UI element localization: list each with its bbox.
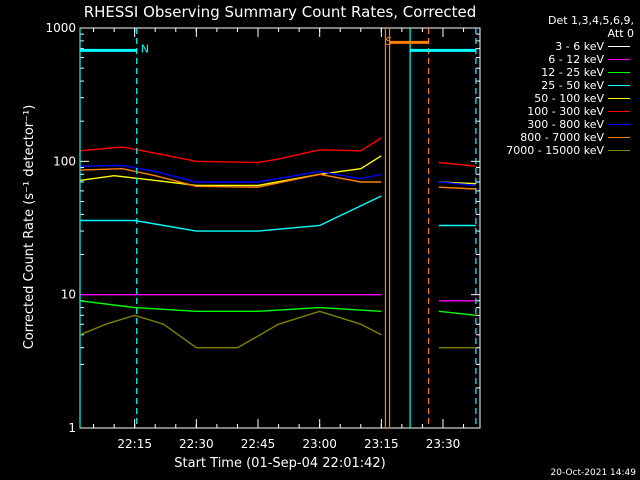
x-axis-label: Start Time (01-Sep-04 22:01:42) bbox=[174, 456, 385, 471]
legend-entry: 12 - 25 keV bbox=[484, 66, 634, 79]
legend-swatch bbox=[608, 111, 630, 112]
x-tick-label: 22:30 bbox=[179, 437, 214, 451]
legend-entry: 100 - 300 keV bbox=[484, 105, 634, 118]
chart-title: RHESSI Observing Summary Count Rates, Co… bbox=[84, 3, 477, 21]
series-line-7 bbox=[438, 186, 476, 190]
legend-entry: 800 - 7000 keV bbox=[484, 131, 634, 144]
y-axis-label: Corrected Count Rate (s⁻¹ detector⁻¹) bbox=[22, 105, 37, 350]
legend-header-line-2: Att 0 bbox=[607, 27, 634, 40]
generation-timestamp: 20-Oct-2021 14:49 bbox=[550, 468, 636, 478]
legend-entries: 3 - 6 keV 6 - 12 keV 12 - 25 keV 25 - 50 ke… bbox=[484, 40, 634, 157]
x-tick-label: 23:30 bbox=[426, 437, 461, 451]
plot-area: 1 10 100 1000 22:15 22:30 22:45 23:00 23:15 23:30… bbox=[45, 21, 481, 451]
series-line-3 bbox=[80, 195, 382, 232]
legend-label: 6 - 12 keV bbox=[548, 53, 604, 66]
legend-swatch bbox=[608, 137, 630, 138]
legend-swatch bbox=[608, 59, 630, 60]
annotation-label: N bbox=[141, 43, 149, 56]
legend-label: 800 - 7000 keV bbox=[520, 131, 604, 144]
legend-entry: 300 - 800 keV bbox=[484, 118, 634, 131]
legend-entry: 50 - 100 keV bbox=[484, 92, 634, 105]
legend-label: 100 - 300 keV bbox=[527, 105, 604, 118]
legend-swatch bbox=[608, 150, 630, 151]
annotation-label: S bbox=[385, 35, 392, 48]
series-line-2 bbox=[79, 300, 382, 312]
series-line-5 bbox=[79, 137, 382, 164]
legend-swatch bbox=[608, 124, 630, 125]
legend: Det 1,3,4,5,6,9, Att 0 3 - 6 keV 6 - 12 k… bbox=[484, 14, 634, 157]
x-tick-label: 23:15 bbox=[364, 437, 399, 451]
legend-label: 12 - 25 keV bbox=[541, 66, 604, 79]
plot-frame bbox=[79, 27, 481, 429]
legend-label: 3 - 6 keV bbox=[555, 40, 604, 53]
legend-swatch bbox=[608, 72, 630, 73]
legend-label: 300 - 800 keV bbox=[527, 118, 604, 131]
series-line-6 bbox=[79, 164, 382, 183]
legend-header-line-1: Det 1,3,4,5,6,9, bbox=[547, 14, 634, 27]
series-line-8 bbox=[79, 310, 382, 349]
legend-swatch bbox=[608, 98, 630, 99]
y-tick-label: 100 bbox=[53, 154, 76, 168]
series-line-4 bbox=[79, 155, 382, 187]
legend-entry: 3 - 6 keV bbox=[484, 40, 634, 53]
legend-swatch bbox=[608, 46, 630, 47]
series-line-2 bbox=[438, 310, 476, 316]
x-tick-label: 22:15 bbox=[117, 437, 152, 451]
series-line-5 bbox=[438, 161, 476, 167]
series-line-7 bbox=[79, 167, 382, 188]
x-tick-label: 22:45 bbox=[241, 437, 276, 451]
series-line-6 bbox=[438, 181, 476, 187]
legend-label: 50 - 100 keV bbox=[534, 92, 604, 105]
legend-label: 25 - 50 keV bbox=[541, 79, 604, 92]
legend-entry: 6 - 12 keV bbox=[484, 53, 634, 66]
x-tick-label: 23:00 bbox=[302, 437, 337, 451]
y-tick-label: 1 bbox=[68, 421, 76, 435]
y-tick-label: 10 bbox=[61, 288, 76, 302]
y-tick-label: 1000 bbox=[45, 21, 76, 35]
legend-swatch bbox=[608, 85, 630, 86]
legend-entry: 25 - 50 keV bbox=[484, 79, 634, 92]
legend-label: 7000 - 15000 keV bbox=[506, 144, 604, 157]
legend-entry: 7000 - 15000 keV bbox=[484, 144, 634, 157]
